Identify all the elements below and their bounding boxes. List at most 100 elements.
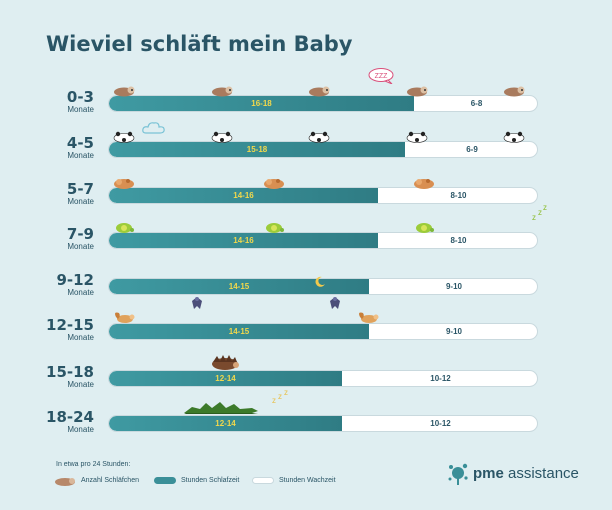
sleep-segment — [109, 96, 414, 111]
sleep-wake-bar: 14-16 8-10 — [108, 187, 538, 204]
legend-sleep-label: Stunden Schlafzeit — [181, 476, 240, 484]
turtle-icon — [413, 220, 435, 234]
chart-row: 7-9 Monate 14-16 8-10 — [0, 0, 612, 251]
dog-icon — [263, 175, 285, 189]
panda-icon — [406, 129, 428, 143]
sleep-hours-label: 15-18 — [246, 145, 268, 154]
sleep-hours-label: 14-15 — [228, 327, 250, 336]
sleep-wake-bar: 14-15 9-10 — [108, 278, 538, 295]
page-title: Wieviel schläft mein Baby — [46, 32, 353, 56]
legend-wake-label: Stunden Wachzeit — [279, 476, 336, 484]
panda-icon — [503, 129, 525, 143]
sleep-hours-label: 14-16 — [233, 191, 254, 200]
sloth-icon — [113, 83, 135, 97]
chart-row: 18-24 Monate 12-14 10-12 — [0, 0, 612, 434]
chart-row: 5-7 Monate 14-16 8-10 — [0, 0, 612, 206]
month-label: Monate — [67, 197, 94, 206]
sloth-icon — [308, 83, 330, 97]
month-label: Monate — [67, 380, 94, 389]
legend-wake: Stunden Wachzeit — [252, 474, 336, 486]
sleep-segment — [109, 324, 369, 339]
legend-naps-label: Anzahl Schläfchen — [81, 476, 139, 484]
age-label: 0-3 — [66, 88, 94, 106]
sleep-wake-bar: 16-18 6-8 — [108, 95, 538, 112]
chart-row: 0-3 Monate 16-18 6-8 — [0, 0, 612, 114]
sleep-segment — [109, 416, 342, 431]
svg-text:ZZZ: ZZZ — [375, 73, 389, 80]
month-label: Monate — [67, 288, 94, 297]
sleep-segment — [109, 279, 369, 294]
squirrel-icon — [113, 311, 135, 325]
panda-icon — [308, 129, 330, 143]
age-label: 18-24 — [46, 408, 94, 426]
age-label: 9-12 — [56, 271, 94, 289]
chart-row: 4-5 Monate 15-18 6-9 — [0, 0, 612, 160]
sloth-icon — [55, 477, 75, 486]
sleep-segment — [109, 233, 378, 248]
sleep-wake-bar: 14-15 9-10 — [108, 323, 538, 340]
zzz-bubble-icon: ZZZ — [368, 68, 396, 89]
brand-text: pme assistance — [473, 464, 579, 482]
hedgehog-icon — [209, 353, 239, 370]
age-label: 15-18 — [46, 363, 94, 381]
panda-icon — [113, 129, 135, 143]
turtle-icon — [113, 220, 135, 234]
svg-text:z: z — [284, 389, 288, 397]
wake-hours-label: 8-10 — [450, 236, 467, 245]
legend-wake-swatch — [252, 476, 274, 484]
sloth-icon — [503, 83, 525, 97]
wake-hours-label: 6-9 — [466, 145, 478, 154]
svg-text:z: z — [532, 213, 536, 222]
month-label: Monate — [67, 105, 94, 114]
sleep-hours-label: 14-16 — [233, 236, 254, 245]
splash-logo-icon — [448, 463, 468, 485]
sleep-wake-bar: 15-18 6-9 — [108, 141, 538, 158]
legend-naps: Anzahl Schläfchen — [54, 474, 139, 486]
age-label: 7-9 — [66, 225, 94, 243]
sleep-segment — [109, 371, 342, 386]
bat-icon — [328, 295, 350, 309]
svg-text:z: z — [538, 208, 542, 217]
age-label: 4-5 — [66, 134, 94, 152]
sleep-hours-label: 14-15 — [228, 282, 250, 291]
cloud-icon — [142, 121, 166, 140]
wake-hours-label: 6-8 — [470, 99, 483, 108]
sleep-hours-label: 12-14 — [215, 374, 236, 383]
bat-icon — [190, 295, 212, 309]
chart-row: 15-18 Monate 12-14 10-12 — [0, 0, 612, 389]
panda-icon — [211, 129, 233, 143]
sloth-icon — [406, 83, 428, 97]
sleep-wake-bar: 12-14 10-12 — [108, 415, 538, 432]
sleep-wake-bar: 14-16 8-10 — [108, 232, 538, 249]
wake-hours-label: 9-10 — [445, 327, 462, 336]
age-label: 5-7 — [66, 180, 94, 198]
legend-sleep-swatch — [154, 476, 176, 484]
sleep-segment — [109, 188, 378, 203]
sleep-wake-bar: 12-14 10-12 — [108, 370, 538, 387]
brand-logo: pme assistance — [447, 458, 579, 488]
squirrel-icon — [357, 311, 379, 325]
legend-heading: In etwa pro 24 Stunden: — [56, 461, 131, 468]
wake-hours-label: 9-10 — [445, 282, 462, 291]
month-label: Monate — [67, 333, 94, 342]
svg-text:z: z — [272, 396, 276, 405]
month-label: Monate — [67, 151, 94, 160]
svg-text:z: z — [278, 392, 282, 401]
wake-hours-label: 10-12 — [430, 419, 451, 428]
age-label: 12-15 — [46, 316, 94, 334]
chart-row: 9-12 Monate 14-15 9-10 — [0, 0, 612, 309]
svg-text:z: z — [543, 204, 547, 212]
turtle-icon — [263, 220, 285, 234]
dog-icon — [113, 175, 135, 189]
sleep-hours-label: 16-18 — [251, 99, 272, 108]
wake-hours-label: 10-12 — [430, 374, 451, 383]
dog-icon — [413, 175, 435, 189]
sloth-icon — [211, 83, 233, 97]
crocodile-icon — [182, 399, 258, 414]
month-label: Monate — [67, 425, 94, 434]
month-label: Monate — [67, 242, 94, 251]
wake-hours-label: 8-10 — [450, 191, 467, 200]
legend-sleep: Stunden Schlafzeit — [154, 474, 239, 486]
